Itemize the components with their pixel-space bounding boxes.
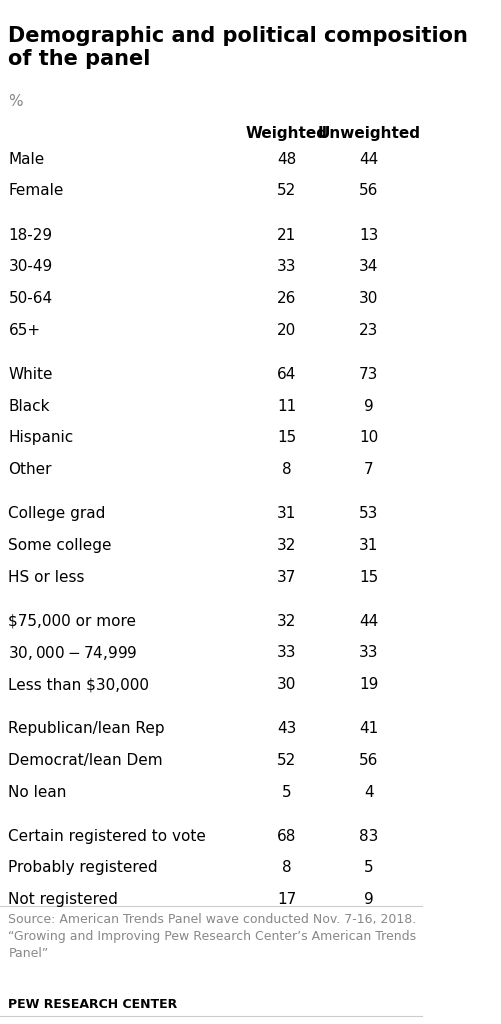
Text: 8: 8 [282, 462, 292, 477]
Text: 56: 56 [359, 183, 379, 199]
Text: Female: Female [9, 183, 64, 199]
Text: 23: 23 [359, 323, 379, 338]
Text: 33: 33 [277, 645, 297, 660]
Text: 7: 7 [364, 462, 374, 477]
Text: 9: 9 [364, 892, 374, 907]
Text: 5: 5 [282, 784, 292, 800]
Text: 20: 20 [277, 323, 296, 338]
Text: 8: 8 [282, 860, 292, 876]
Text: Demographic and political composition
of the panel: Demographic and political composition of… [9, 26, 468, 69]
Text: HS or less: HS or less [9, 569, 85, 585]
Text: Democrat/lean Dem: Democrat/lean Dem [9, 753, 163, 768]
Text: Less than $30,000: Less than $30,000 [9, 677, 149, 692]
Text: $75,000 or more: $75,000 or more [9, 613, 136, 629]
Text: 44: 44 [359, 613, 379, 629]
Text: 13: 13 [359, 227, 379, 243]
Text: 73: 73 [359, 367, 379, 382]
Text: 56: 56 [359, 753, 379, 768]
Text: 65+: 65+ [9, 323, 41, 338]
Text: 10: 10 [359, 430, 379, 445]
Text: Certain registered to vote: Certain registered to vote [9, 828, 206, 844]
Text: 31: 31 [277, 506, 297, 521]
Text: 43: 43 [277, 721, 297, 736]
Text: Not registered: Not registered [9, 892, 118, 907]
Text: 15: 15 [359, 569, 379, 585]
Text: 30-49: 30-49 [9, 259, 53, 274]
Text: PEW RESEARCH CENTER: PEW RESEARCH CENTER [9, 998, 178, 1012]
Text: Some college: Some college [9, 538, 112, 553]
Text: 15: 15 [277, 430, 296, 445]
Text: $30,000-$74,999: $30,000-$74,999 [9, 644, 138, 662]
Text: Hispanic: Hispanic [9, 430, 74, 445]
Text: 50-64: 50-64 [9, 291, 53, 306]
Text: 41: 41 [359, 721, 379, 736]
Text: 30: 30 [359, 291, 379, 306]
Text: 37: 37 [277, 569, 297, 585]
Text: White: White [9, 367, 53, 382]
Text: 48: 48 [277, 152, 296, 167]
Text: Black: Black [9, 398, 50, 414]
Text: Source: American Trends Panel wave conducted Nov. 7-16, 2018.
“Growing and Impro: Source: American Trends Panel wave condu… [9, 913, 417, 961]
Text: Unweighted: Unweighted [318, 126, 420, 141]
Text: 32: 32 [277, 613, 297, 629]
Text: College grad: College grad [9, 506, 106, 521]
Text: 19: 19 [359, 677, 379, 692]
Text: 30: 30 [277, 677, 297, 692]
Text: %: % [9, 94, 23, 110]
Text: 68: 68 [277, 828, 297, 844]
Text: 11: 11 [277, 398, 296, 414]
Text: 4: 4 [364, 784, 374, 800]
Text: 64: 64 [277, 367, 297, 382]
Text: 52: 52 [277, 753, 296, 768]
Text: 32: 32 [277, 538, 297, 553]
Text: 18-29: 18-29 [9, 227, 53, 243]
Text: 34: 34 [359, 259, 379, 274]
Text: Male: Male [9, 152, 45, 167]
Text: 53: 53 [359, 506, 379, 521]
Text: 9: 9 [364, 398, 374, 414]
Text: 44: 44 [359, 152, 379, 167]
Text: No lean: No lean [9, 784, 67, 800]
Text: Probably registered: Probably registered [9, 860, 158, 876]
Text: 17: 17 [277, 892, 296, 907]
Text: Weighted: Weighted [245, 126, 328, 141]
Text: Other: Other [9, 462, 52, 477]
Text: 21: 21 [277, 227, 296, 243]
Text: 33: 33 [359, 645, 379, 660]
Text: Republican/lean Rep: Republican/lean Rep [9, 721, 165, 736]
Text: 33: 33 [277, 259, 297, 274]
Text: 5: 5 [364, 860, 374, 876]
Text: 83: 83 [359, 828, 379, 844]
Text: 26: 26 [277, 291, 297, 306]
Text: 31: 31 [359, 538, 379, 553]
Text: 52: 52 [277, 183, 296, 199]
